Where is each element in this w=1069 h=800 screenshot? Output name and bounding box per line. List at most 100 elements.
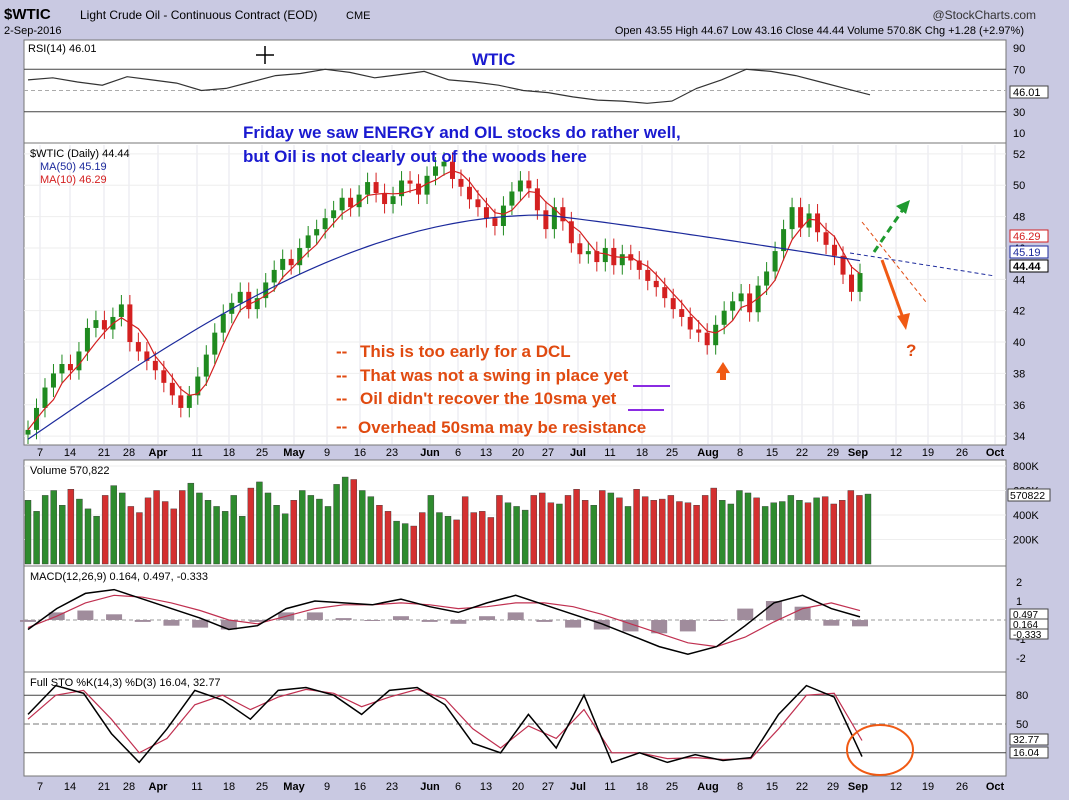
candle-body (144, 351, 150, 361)
up-arrow-icon (716, 362, 730, 380)
macd-histogram-bar (220, 620, 237, 630)
candle-body (798, 207, 804, 228)
candle-body (246, 291, 252, 310)
candle-body (331, 210, 337, 219)
candle-body (152, 360, 158, 371)
macd-histogram-bar (134, 620, 151, 622)
candle-body (25, 429, 31, 435)
volume-bar (144, 497, 152, 565)
volume-bar (470, 512, 477, 565)
volume-bar (487, 517, 495, 565)
note-2: That was not a swing in place yet (360, 366, 629, 385)
macd-histogram-bar (249, 620, 266, 622)
volume-bar (744, 492, 752, 565)
volume-bar (770, 502, 777, 565)
volume-bar (701, 495, 709, 565)
x-tick-label: Jul (570, 781, 586, 793)
candle-body (356, 194, 362, 208)
candle-body (458, 178, 464, 187)
volume-bar (607, 492, 615, 565)
volume-bar (316, 498, 323, 565)
candle-body (407, 180, 413, 184)
candle-body (721, 310, 727, 325)
macd-histogram-bar (450, 620, 467, 624)
candle-body (636, 260, 642, 270)
macd-histogram-bar (364, 620, 381, 621)
note-top-1: Friday we saw ENERGY and OIL stocks do r… (243, 123, 681, 142)
candle-body (424, 175, 430, 195)
volume-bar (127, 506, 135, 565)
ma10-projection (861, 221, 927, 303)
volume-bar (736, 490, 743, 565)
x-tick-label: 26 (956, 447, 968, 459)
x-tick-label: 18 (223, 781, 235, 793)
x-tick-label: 9 (324, 781, 330, 793)
candle-body (93, 320, 99, 328)
volume-tick-label: 200K (1013, 535, 1039, 547)
rsi-tick-label: 90 (1013, 43, 1025, 55)
x-tick-label: 13 (480, 447, 492, 459)
macd-title: MACD(12,26,9) 0.164, 0.497, -0.333 (30, 571, 208, 583)
candle-body (305, 235, 311, 248)
macd-histogram-bar (163, 620, 180, 626)
volume-bar (410, 525, 417, 565)
candle-body (135, 342, 141, 352)
candle-body (619, 254, 625, 266)
candle-body (789, 207, 795, 230)
volume-bar (813, 497, 820, 565)
candle-body (67, 364, 73, 371)
x-tick-label: 12 (890, 447, 902, 459)
x-tick-label: Oct (986, 781, 1005, 793)
volume-bar (33, 511, 40, 565)
volume-bar (84, 508, 92, 565)
volume-bar (24, 500, 32, 565)
candle-body (42, 387, 48, 408)
last-price-label: 44.44 (1013, 261, 1041, 273)
candle-body (178, 395, 184, 408)
volume-bar (324, 506, 332, 565)
macd-histogram-bar (106, 614, 123, 620)
x-tick-label: 20 (512, 447, 524, 459)
candle-body (857, 273, 863, 292)
sto-tick-label: 80 (1016, 690, 1028, 702)
candle-body (755, 285, 761, 313)
volume-bar (821, 496, 829, 565)
candle-body (220, 313, 226, 333)
instrument-name: Light Crude Oil - Continuous Contract (E… (80, 8, 317, 22)
sto-k-line (27, 684, 863, 764)
volume-bar (779, 501, 786, 565)
grid-lines (24, 68, 1006, 754)
volume-bar (624, 506, 632, 565)
candle-body (687, 316, 693, 330)
bearish-path-line (880, 259, 905, 319)
x-tick-label: May (283, 781, 305, 793)
volume-bar (590, 505, 597, 565)
x-tick-label: 25 (666, 447, 678, 459)
x-tick-label: 7 (37, 447, 43, 459)
x-tick-label: 19 (922, 447, 934, 459)
volume-bar (41, 495, 49, 565)
candle-body (161, 370, 167, 383)
volume-bar (273, 505, 280, 565)
candle-body (475, 199, 481, 208)
x-tick-label: 15 (766, 447, 778, 459)
candle-body (271, 269, 277, 283)
volume-bar (864, 493, 872, 565)
volume-title: Volume 570,822 (30, 465, 110, 477)
volume-bar (727, 503, 735, 565)
x-tick-label: 8 (737, 447, 743, 459)
macd-tick-label: -2 (1016, 653, 1026, 665)
macd-histogram-bar (392, 616, 409, 620)
volume-bar (384, 511, 392, 565)
red-arrow-head-icon (897, 313, 910, 330)
candle-body (772, 251, 778, 272)
candle-body (670, 298, 676, 310)
candle-body (492, 218, 498, 226)
rsi-tick-label: 70 (1013, 64, 1025, 76)
volume-bar (633, 489, 640, 565)
candle-body (526, 180, 532, 189)
x-tick-label: 29 (827, 447, 839, 459)
macd-histogram-bar (77, 610, 94, 620)
volume-bar (676, 501, 683, 565)
candle-body (560, 207, 566, 222)
